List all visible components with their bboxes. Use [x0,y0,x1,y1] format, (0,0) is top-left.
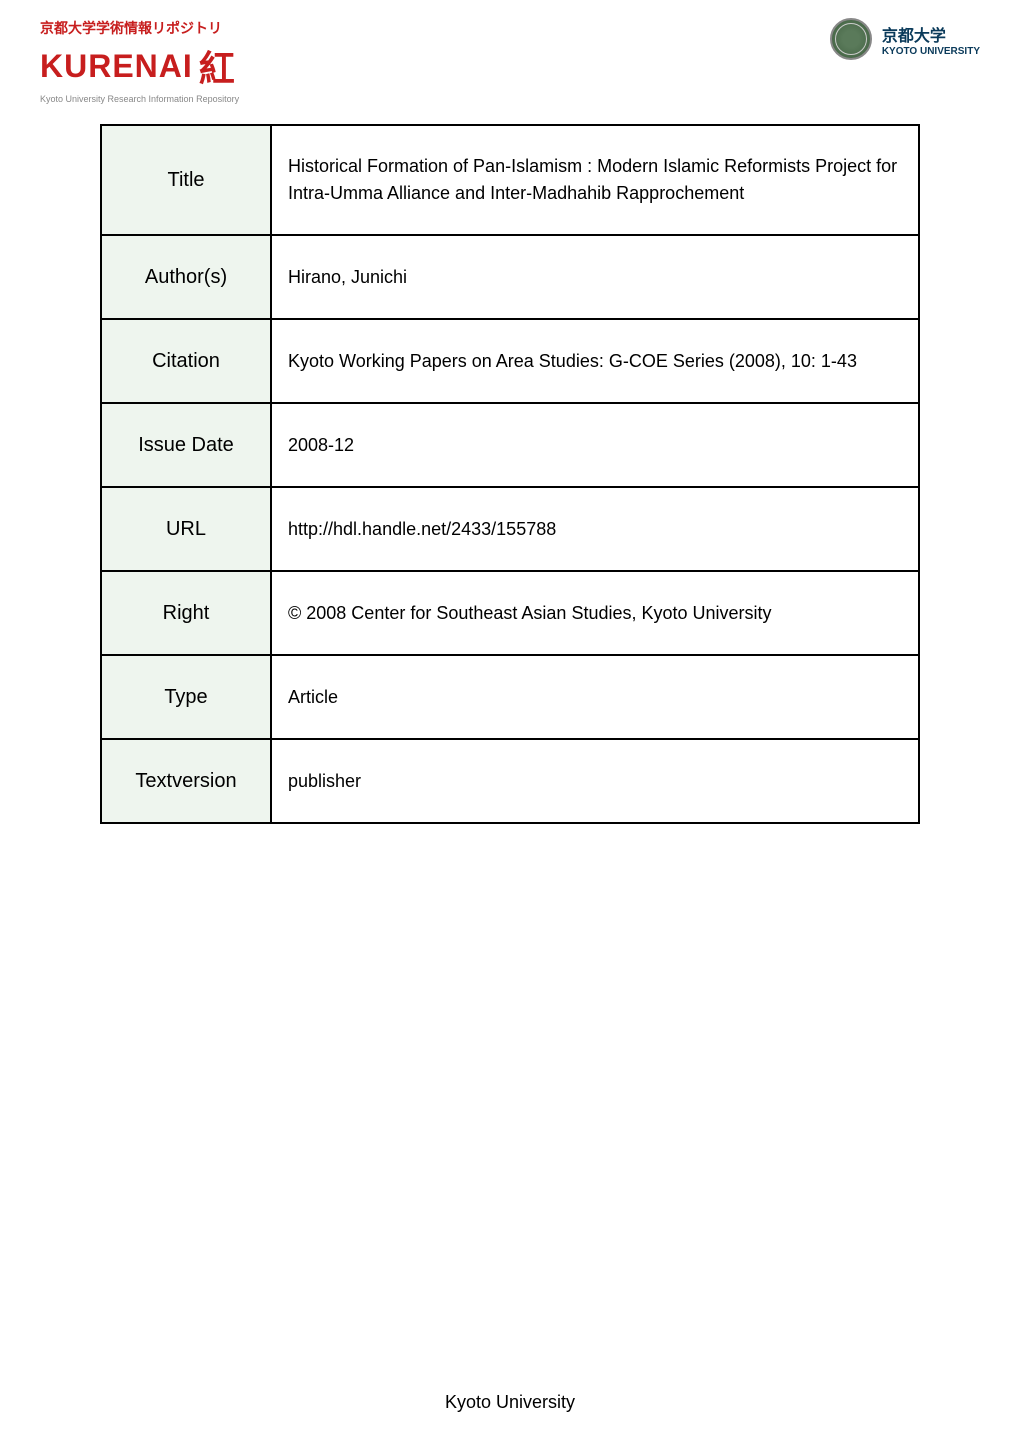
label-author: Author(s) [101,235,271,319]
value-textversion: publisher [271,739,919,823]
university-text: 京都大学 KYOTO UNIVERSITY [882,22,980,57]
value-right: © 2008 Center for Southeast Asian Studie… [271,571,919,655]
university-japanese: 京都大学 [882,22,980,46]
value-type: Article [271,655,919,739]
table-row: URL http://hdl.handle.net/2433/155788 [101,487,919,571]
logo-kurenai-text: KURENAI [40,48,193,85]
page-header: 京都大学学術情報リポジトリ KURENAI 紅 Kyoto University… [0,0,1020,114]
table-row: Right © 2008 Center for Southeast Asian … [101,571,919,655]
label-issuedate: Issue Date [101,403,271,487]
kurenai-logo: 京都大学学術情報リポジトリ KURENAI 紅 Kyoto University… [40,18,239,104]
table-row: Textversion publisher [101,739,919,823]
table-row: Issue Date 2008-12 [101,403,919,487]
table-row: Type Article [101,655,919,739]
university-english: KYOTO UNIVERSITY [882,46,980,57]
value-url: http://hdl.handle.net/2433/155788 [271,487,919,571]
label-citation: Citation [101,319,271,403]
table-row: Title Historical Formation of Pan-Islami… [101,125,919,235]
logo-main-row: KURENAI 紅 [40,40,239,92]
label-url: URL [101,487,271,571]
page-footer: Kyoto University [0,1392,1020,1413]
value-citation: Kyoto Working Papers on Area Studies: G-… [271,319,919,403]
table-row: Author(s) Hirano, Junichi [101,235,919,319]
logo-subtitle: Kyoto University Research Information Re… [40,94,239,104]
table-row: Citation Kyoto Working Papers on Area St… [101,319,919,403]
value-issuedate: 2008-12 [271,403,919,487]
metadata-table: Title Historical Formation of Pan-Islami… [100,124,920,824]
label-title: Title [101,125,271,235]
label-right: Right [101,571,271,655]
value-title: Historical Formation of Pan-Islamism : M… [271,125,919,235]
label-type: Type [101,655,271,739]
label-textversion: Textversion [101,739,271,823]
university-seal-icon [830,18,872,60]
value-author: Hirano, Junichi [271,235,919,319]
logo-japanese-text: 京都大学学術情報リポジトリ [40,18,239,38]
logo-kanji-symbol: 紅 [199,40,235,92]
university-logo: 京都大学 KYOTO UNIVERSITY [830,18,980,60]
